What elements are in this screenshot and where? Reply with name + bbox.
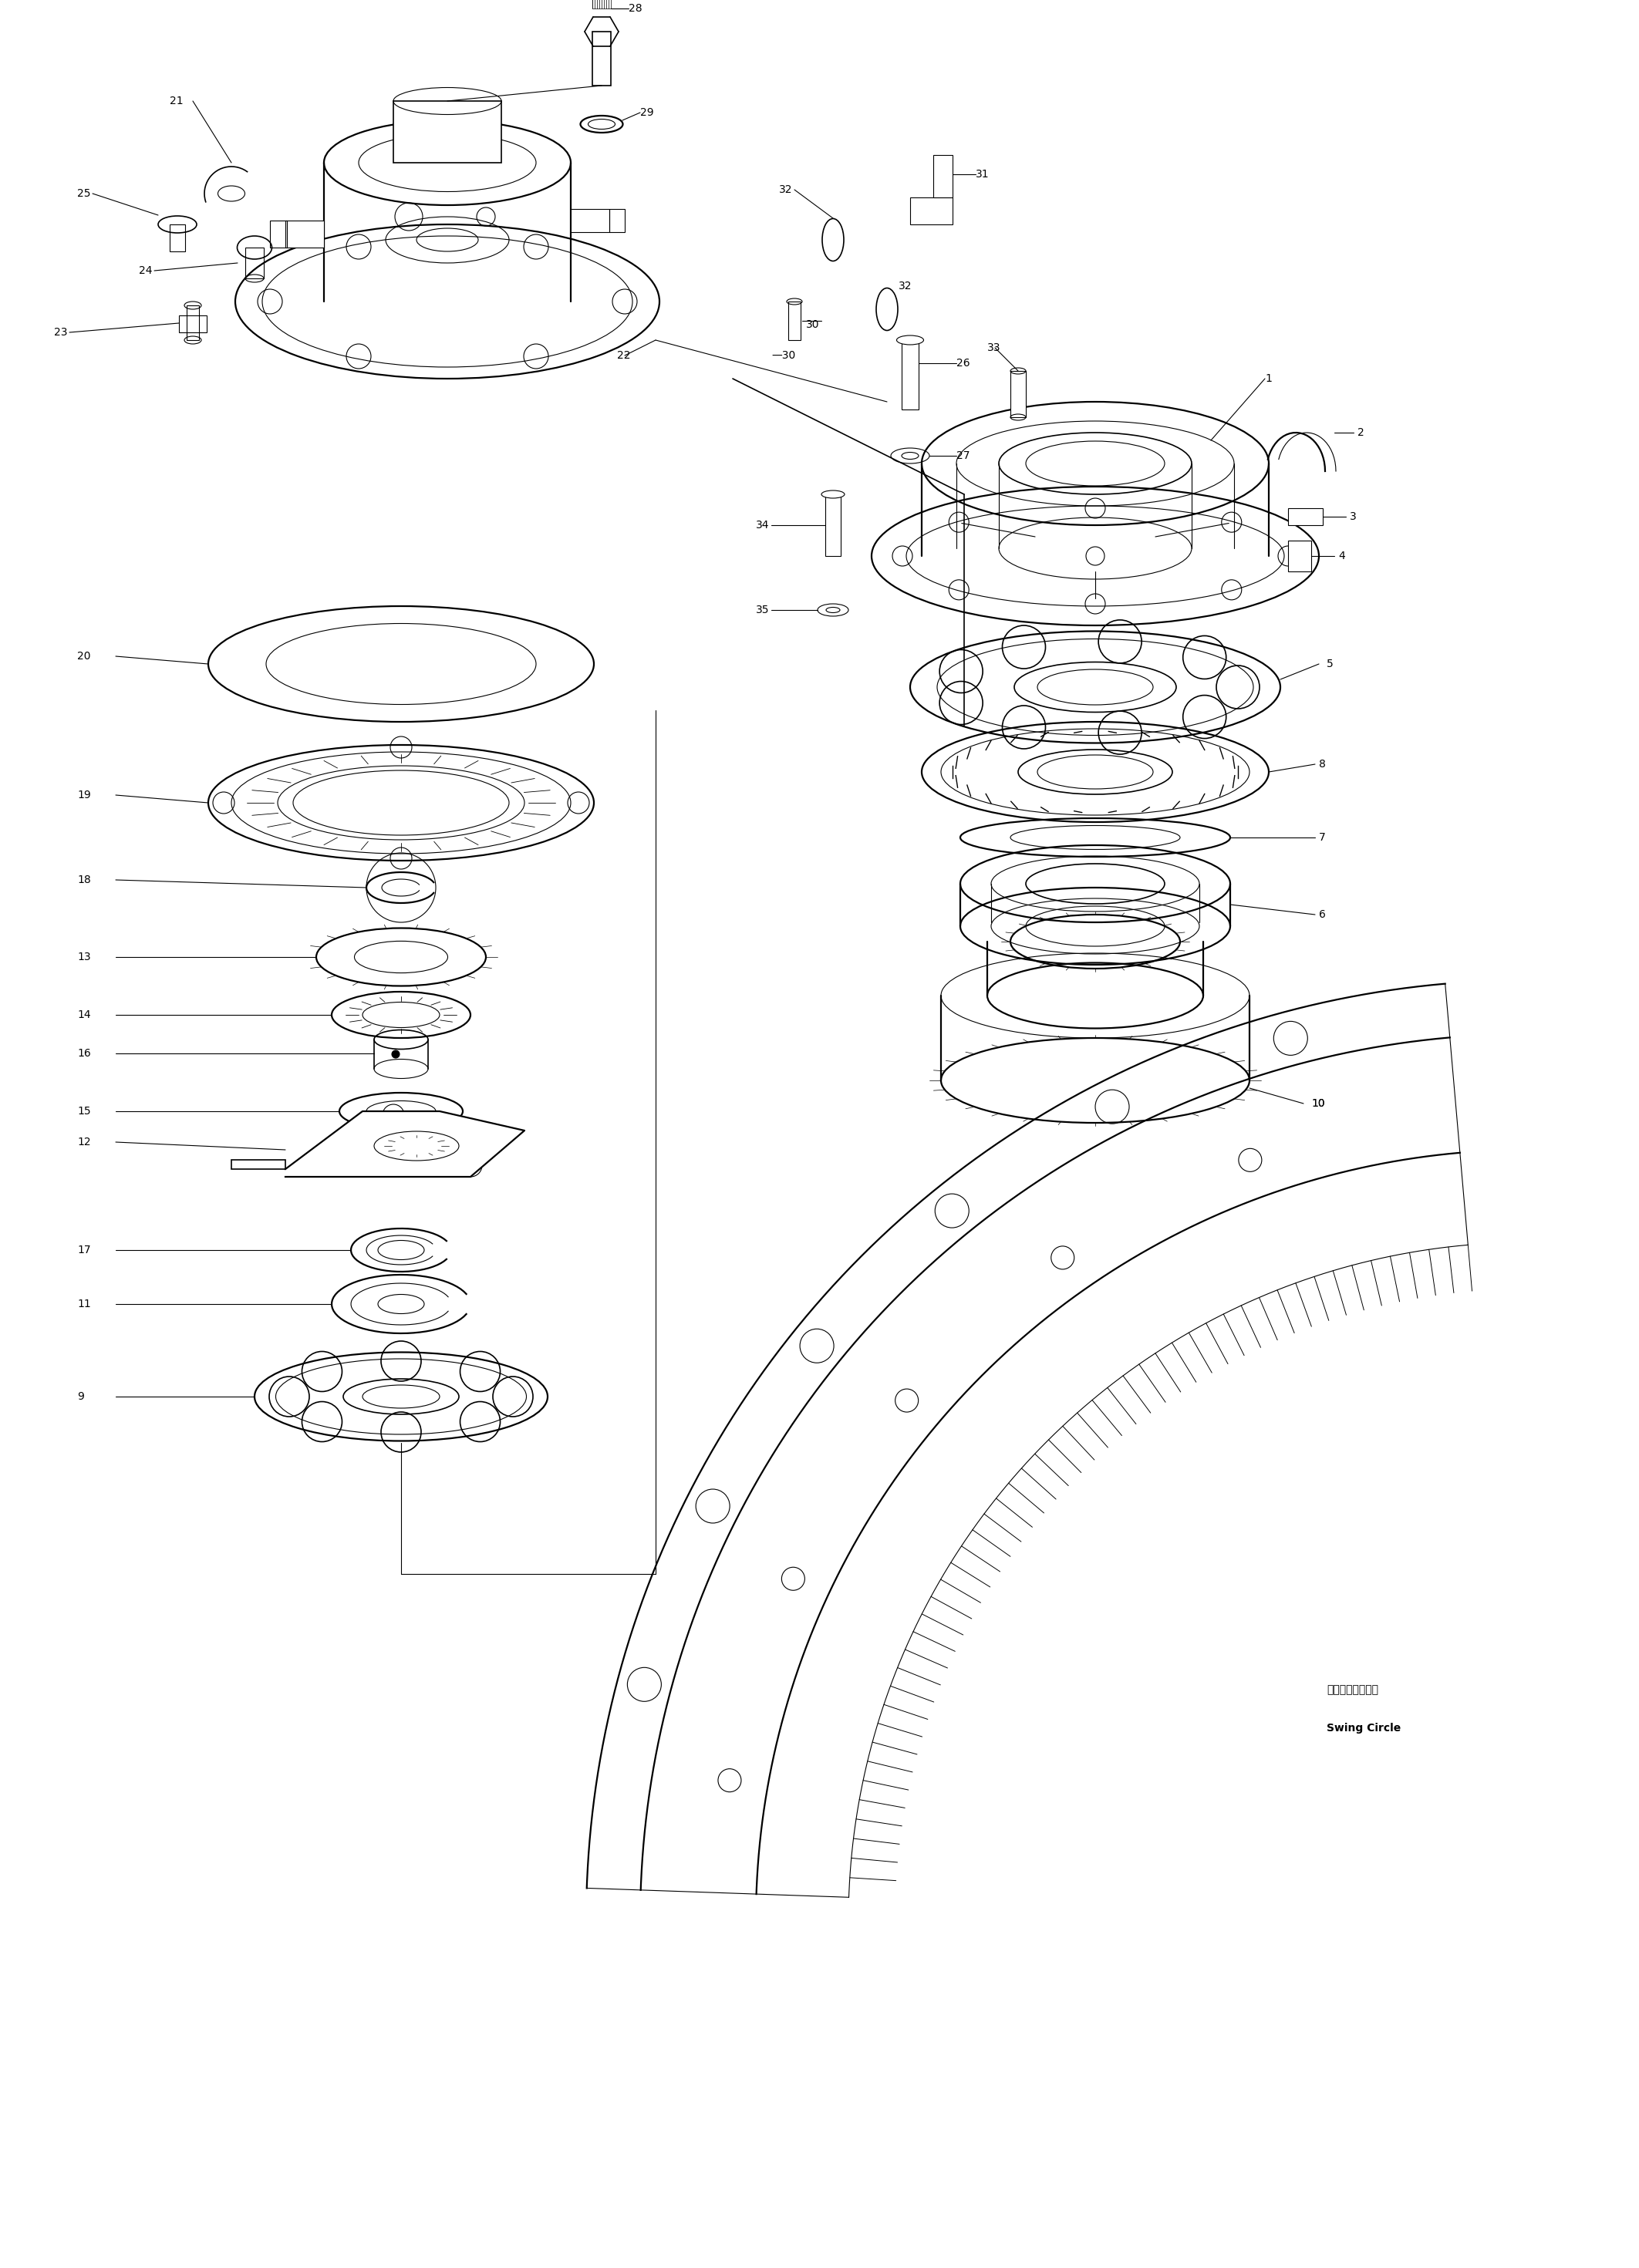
Bar: [901, 340, 918, 411]
Bar: [270, 220, 287, 247]
Text: 32: 32: [898, 281, 911, 293]
Text: 17: 17: [77, 1245, 90, 1256]
Text: 19: 19: [77, 789, 90, 801]
Ellipse shape: [821, 490, 844, 499]
Text: 22: 22: [616, 349, 631, 361]
Bar: [826, 494, 841, 556]
Text: Swing Circle: Swing Circle: [1326, 1724, 1401, 1733]
Ellipse shape: [897, 336, 924, 345]
Text: 21: 21: [170, 95, 184, 107]
Text: 26: 26: [957, 358, 970, 370]
Bar: [933, 154, 952, 197]
Text: 31: 31: [975, 168, 990, 179]
Text: 10: 10: [1311, 1098, 1324, 1109]
Text: 20: 20: [77, 651, 90, 662]
Bar: [231, 1159, 285, 1168]
Text: 29: 29: [641, 107, 654, 118]
Bar: [910, 197, 952, 225]
Text: 18: 18: [77, 875, 90, 885]
Text: 32: 32: [779, 184, 793, 195]
Bar: [187, 306, 198, 340]
Text: 15: 15: [77, 1107, 90, 1116]
Text: 27: 27: [957, 451, 970, 460]
Text: 28: 28: [629, 2, 642, 14]
Text: 25: 25: [77, 188, 90, 200]
Text: 34: 34: [756, 519, 769, 531]
Text: 13: 13: [77, 953, 90, 962]
Bar: [170, 225, 185, 252]
Bar: [393, 102, 502, 163]
Bar: [592, 0, 611, 9]
Text: スイングサークル: スイングサークル: [1326, 1685, 1378, 1694]
Text: 3: 3: [1351, 510, 1357, 522]
Polygon shape: [285, 1111, 524, 1177]
Text: 30: 30: [806, 320, 820, 331]
Text: 4: 4: [1337, 551, 1346, 562]
Text: 11: 11: [77, 1300, 90, 1309]
Text: 10: 10: [1311, 1098, 1324, 1109]
Bar: [610, 209, 624, 231]
Text: —30: —30: [772, 349, 795, 361]
Bar: [1010, 372, 1026, 417]
Bar: [570, 209, 610, 231]
Bar: [788, 302, 800, 340]
Text: 33: 33: [987, 342, 1001, 354]
Text: 16: 16: [77, 1048, 90, 1059]
Bar: [1288, 508, 1323, 526]
Text: 35: 35: [756, 606, 769, 615]
Bar: [179, 315, 207, 333]
Text: 5: 5: [1326, 658, 1334, 669]
Text: 2: 2: [1357, 426, 1364, 438]
Text: 1: 1: [1265, 374, 1272, 383]
Text: 8: 8: [1319, 760, 1326, 769]
Bar: [1288, 540, 1311, 572]
Bar: [285, 220, 325, 247]
Text: 12: 12: [77, 1136, 90, 1148]
Text: 6: 6: [1319, 909, 1326, 921]
Text: 24: 24: [139, 265, 152, 277]
Text: 7: 7: [1319, 832, 1326, 844]
Bar: [592, 32, 611, 86]
Text: 23: 23: [54, 327, 67, 338]
Bar: [246, 247, 264, 279]
Text: 9: 9: [77, 1390, 84, 1402]
Circle shape: [392, 1050, 400, 1059]
Text: 14: 14: [77, 1009, 90, 1021]
